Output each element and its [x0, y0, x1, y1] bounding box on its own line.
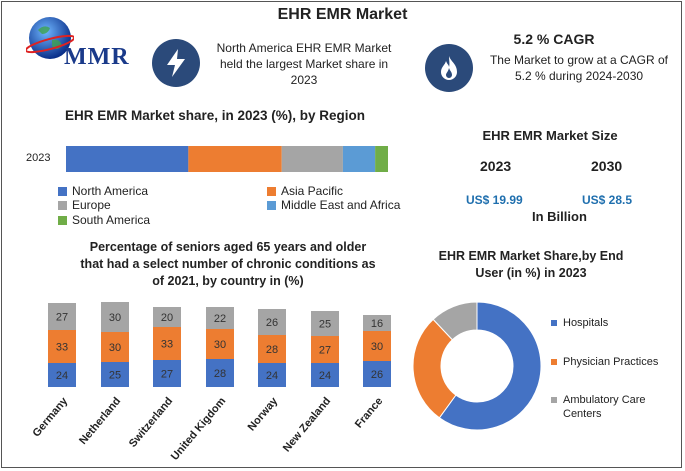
donut-slice-2: [432, 301, 478, 341]
seniors-value-label: 30: [371, 341, 383, 353]
highlight-icon-circle: [152, 39, 200, 87]
market-size-title: EHR EMR Market Size: [482, 128, 618, 143]
country-label: New Zealand: [281, 395, 333, 454]
seniors-value-label: 24: [266, 370, 278, 382]
seniors-value-label: 27: [319, 345, 331, 357]
globe-icon: [26, 17, 74, 59]
legend-north-america: North America: [58, 184, 148, 198]
end-user-donut-chart: [412, 301, 542, 431]
legend-asia-pacific: Asia Pacific: [267, 184, 343, 198]
seniors-value-label: 28: [266, 344, 278, 356]
seniors-bar-0-0: [48, 363, 76, 387]
seniors-bar-0-2: [48, 303, 76, 330]
seniors-value-label: 25: [319, 319, 331, 331]
country-label: Norway: [246, 395, 281, 434]
seniors-value-label: 28: [214, 368, 226, 380]
seniors-value-label: 30: [109, 342, 121, 354]
seniors-value-label: 27: [56, 312, 68, 324]
seniors-bar-2-1: [153, 327, 181, 360]
seniors-value-label: 25: [109, 370, 121, 382]
pie-legend-hospitals: Hospitals: [551, 316, 676, 330]
country-label: France: [353, 395, 385, 430]
legend-south-america: South America: [58, 213, 150, 227]
seniors-bar-6-1: [363, 331, 391, 361]
seniors-value-label: 30: [109, 312, 121, 324]
seniors-value-label: 22: [214, 313, 226, 325]
seniors-value-label: 27: [161, 369, 173, 381]
region-segment-0: [66, 146, 189, 172]
pie-legend-physician: Physician Practices: [551, 355, 676, 369]
cagr-icon-circle: [425, 44, 473, 92]
value-2023: US$ 19.99: [466, 193, 523, 207]
value-2030: US$ 28.5: [582, 193, 633, 207]
year-2030: 2030: [591, 158, 623, 174]
legend-mea: Middle East and Africa: [267, 198, 400, 212]
seniors-bar-0-1: [48, 330, 76, 363]
seniors-bar-1-2: [101, 302, 129, 332]
region-segment-2: [281, 146, 343, 172]
cagr-text: The Market to grow at a CAGR of 5.2 % du…: [489, 53, 669, 83]
seniors-bar-1-1: [101, 332, 129, 362]
seniors-stacked-chart: 24 33 27 Germany 25 30 30 Netherland 27 33 20 Switz…: [30, 302, 391, 463]
country-label: Switzerland: [127, 395, 175, 450]
logo: MMR: [18, 12, 130, 72]
cagr-heading: 5.2 % CAGR: [513, 31, 595, 47]
page-title: EHR EMR Market: [277, 6, 408, 23]
seniors-bar-5-0: [311, 363, 339, 387]
seniors-bar-3-1: [206, 329, 234, 359]
seniors-bar-3-0: [206, 359, 234, 387]
seniors-bar-2-2: [153, 307, 181, 327]
country-label: Germany: [30, 395, 70, 440]
seniors-bar-5-2: [311, 311, 339, 336]
region-stacked-bar: [66, 146, 388, 172]
seniors-bar-5-1: [311, 336, 339, 363]
logo-text: MMR: [64, 44, 130, 70]
country-label: United Kigdom: [169, 395, 229, 463]
seniors-value-label: 33: [161, 339, 173, 351]
seniors-bar-4-1: [258, 335, 286, 363]
seniors-bar-4-0: [258, 363, 286, 387]
region-segment-1: [188, 146, 282, 172]
seniors-value-label: 24: [56, 370, 68, 382]
seniors-value-label: 24: [319, 370, 331, 382]
lightning-icon: [167, 49, 185, 77]
seniors-bar-6-2: [363, 315, 391, 331]
seniors-chart-title: Percentage of seniors aged 65 years and …: [80, 240, 376, 288]
seniors-value-label: 20: [161, 312, 173, 324]
seniors-bar-4-2: [258, 309, 286, 335]
unit-label: In Billion: [532, 209, 587, 224]
legend-europe: Europe: [58, 198, 111, 212]
seniors-value-label: 26: [266, 317, 278, 329]
region-chart-title: EHR EMR Market share, in 2023 (%), by Re…: [64, 108, 366, 123]
region-segment-4: [375, 146, 388, 172]
donut-slice-0: [438, 301, 542, 431]
seniors-bar-2-0: [153, 360, 181, 387]
seniors-value-label: 26: [371, 369, 383, 381]
seniors-bar-3-2: [206, 307, 234, 329]
pie-legend-ambulatory: Ambulatory Care Centers: [551, 393, 661, 421]
seniors-value-label: 33: [56, 342, 68, 354]
seniors-bar-1-0: [101, 362, 129, 387]
region-year-label: 2023: [26, 152, 51, 164]
flame-icon: [441, 56, 457, 80]
country-label: Netherland: [77, 395, 123, 447]
region-legend: North America Asia Pacific Europe Middle…: [58, 184, 418, 228]
region-segment-3: [342, 146, 376, 172]
seniors-bar-6-0: [363, 361, 391, 387]
pie-chart-title: EHR EMR Market Share,by End User (in %) …: [438, 249, 624, 280]
highlight-text: North America EHR EMR Market held the la…: [216, 41, 392, 87]
seniors-value-label: 16: [371, 318, 383, 330]
year-2023: 2023: [480, 158, 512, 174]
seniors-value-label: 30: [214, 339, 226, 351]
